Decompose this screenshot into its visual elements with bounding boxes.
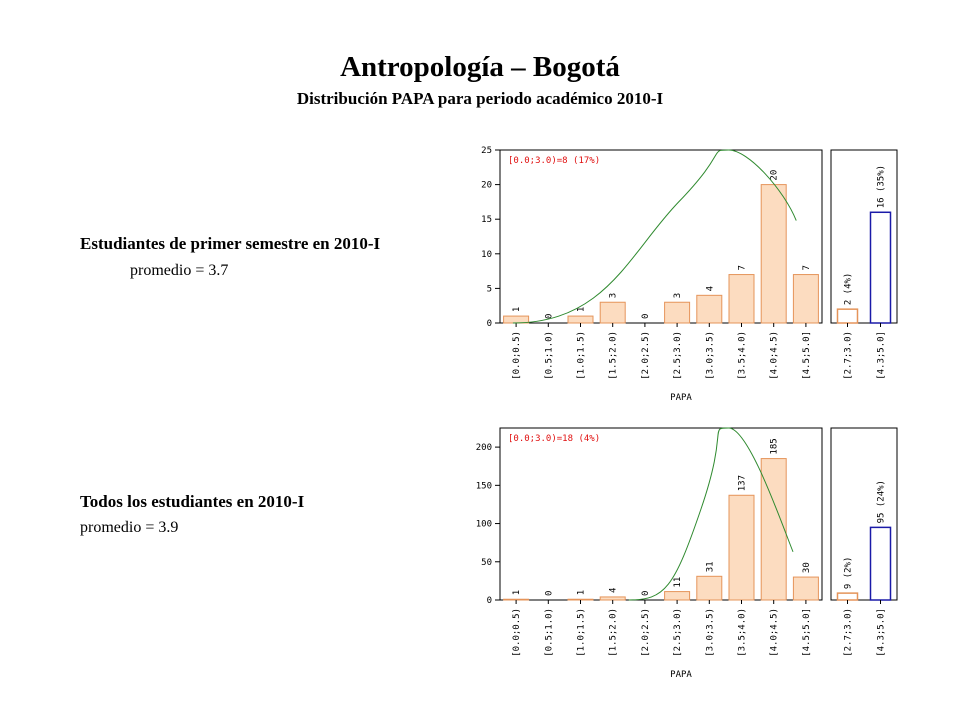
chart1-y-tick-label: 15 [481, 215, 492, 225]
chart2-y-tick-label: 200 [476, 443, 492, 453]
chart2-category-label: [4.0;4.5) [770, 608, 780, 657]
chart1-value-label: 0 [544, 314, 554, 319]
chart-2-heading: Todos los estudiantes en 2010-I [80, 492, 305, 511]
slide-subtitle: Distribución PAPA para periodo académico… [296, 89, 664, 108]
chart-2-average: promedio = 3.9 [80, 519, 179, 536]
chart2-bar [792, 576, 819, 601]
chart1-value-label: 3 [673, 293, 683, 298]
chart2-bar [696, 575, 723, 601]
chart2-value-label: 4 [609, 588, 619, 593]
chart2-bar [664, 591, 691, 601]
chart2-category-label: [3.5;4.0) [738, 608, 748, 657]
chart1-value-label: 7 [738, 265, 748, 270]
chart2-category-label: [2.0;2.5) [641, 608, 651, 657]
chart2-value-label: 0 [641, 591, 651, 596]
chart1-plot-frame [499, 149, 823, 324]
chart1-bar [792, 274, 819, 324]
chart2-category-label: [2.5;3.0) [673, 608, 683, 657]
chart2-plot-frame [499, 427, 823, 601]
chart1-value-label: 1 [512, 307, 522, 312]
chart1-summary-value-label: 16 (35%) [877, 165, 887, 208]
chart1-y-tick-label: 25 [481, 146, 492, 156]
chart2-bar [728, 494, 755, 601]
chart2-y-tick-label: 0 [487, 596, 492, 606]
chart1-category-label: [0.5;1.0) [544, 331, 554, 380]
chart2-summary-bar [869, 526, 892, 601]
chart2-bar [599, 596, 626, 601]
chart1-summary-category-label: [2.7;3.0) [844, 331, 854, 380]
chart2-bar [760, 458, 787, 601]
chart2-value-label: 0 [544, 591, 554, 596]
chart1-y-tick-label: 20 [481, 181, 492, 191]
chart1-x-axis-label: PAPA [670, 393, 692, 403]
chart2-density-curve [628, 427, 794, 601]
chart1-y-tick-label: 10 [481, 250, 492, 260]
chart2-value-label: 30 [802, 562, 812, 573]
chart2-y-tick-label: 100 [476, 520, 492, 530]
chart2-summary-category-label: [2.7;3.0) [844, 608, 854, 657]
chart1-y-tick-label: 5 [487, 284, 492, 294]
chart1-value-label: 7 [802, 265, 812, 270]
chart2-summary-value-label: 95 (24%) [877, 480, 887, 523]
chart1-density-curve [512, 149, 797, 324]
chart1-category-label: [3.0;3.5) [705, 331, 715, 380]
chart2-category-label: [3.0;3.5) [705, 608, 715, 657]
chart1-category-label: [2.0;2.5) [641, 331, 651, 380]
chart2-category-label: [0.0;0.5) [512, 608, 522, 657]
slide-title: Antropología – Bogotá [340, 51, 620, 83]
chart1-summary-category-label: [4.3;5.0] [877, 331, 887, 380]
chart2-summary-frame [830, 427, 898, 601]
chart2-category-label: [4.5;5.0] [802, 608, 812, 657]
chart1-category-label: [2.5;3.0) [673, 331, 683, 380]
chart2-value-label: 185 [770, 438, 780, 454]
chart1-category-label: [4.0;4.5) [770, 331, 780, 380]
chart1-category-label: [1.5;2.0) [609, 331, 619, 380]
chart2-category-label: [0.5;1.0) [544, 608, 554, 657]
chart1-value-label: 1 [577, 307, 587, 312]
chart2-summary-value-label: 9 (2%) [844, 557, 854, 590]
chart2-y-tick-label: 50 [481, 558, 492, 568]
chart2-value-label: 11 [673, 577, 683, 588]
chart1-bar [728, 274, 755, 324]
chart1-summary-frame [830, 149, 898, 324]
chart1-category-label: [0.0;0.5) [512, 331, 522, 380]
chart2-bar [567, 598, 594, 601]
chart1-value-label: 4 [705, 286, 715, 291]
chart1-range-annotation: [0.0;3.0)=8 (17%) [508, 156, 600, 166]
chart2-x-axis-label: PAPA [670, 670, 692, 680]
chart-1-heading: Estudiantes de primer semestre en 2010-I [80, 234, 381, 253]
chart2-summary-bar [836, 592, 859, 601]
chart1-category-label: [3.5;4.0) [738, 331, 748, 380]
chart1-value-label: 0 [641, 314, 651, 319]
chart1-value-label: 3 [609, 293, 619, 298]
chart2-category-label: [1.5;2.0) [609, 608, 619, 657]
chart1-summary-value-label: 2 (4%) [844, 273, 854, 306]
chart1-y-tick-label: 0 [487, 319, 492, 329]
chart2-value-label: 137 [738, 475, 748, 491]
chart2-value-label: 31 [705, 561, 715, 572]
chart2-value-label: 1 [512, 590, 522, 595]
chart1-value-label: 20 [770, 170, 780, 181]
chart2-y-tick-label: 150 [476, 481, 492, 491]
chart2-bar [503, 598, 530, 601]
chart1-category-label: [4.5;5.0] [802, 331, 812, 380]
chart1-bar [760, 184, 787, 324]
chart2-category-label: [1.0;1.5) [577, 608, 587, 657]
chart-1-average: promedio = 3.7 [130, 262, 229, 279]
chart2-summary-category-label: [4.3;5.0] [877, 608, 887, 657]
chart2-value-label: 1 [577, 590, 587, 595]
chart2-range-annotation: [0.0;3.0)=18 (4%) [508, 434, 600, 444]
chart1-category-label: [1.0;1.5) [577, 331, 587, 380]
